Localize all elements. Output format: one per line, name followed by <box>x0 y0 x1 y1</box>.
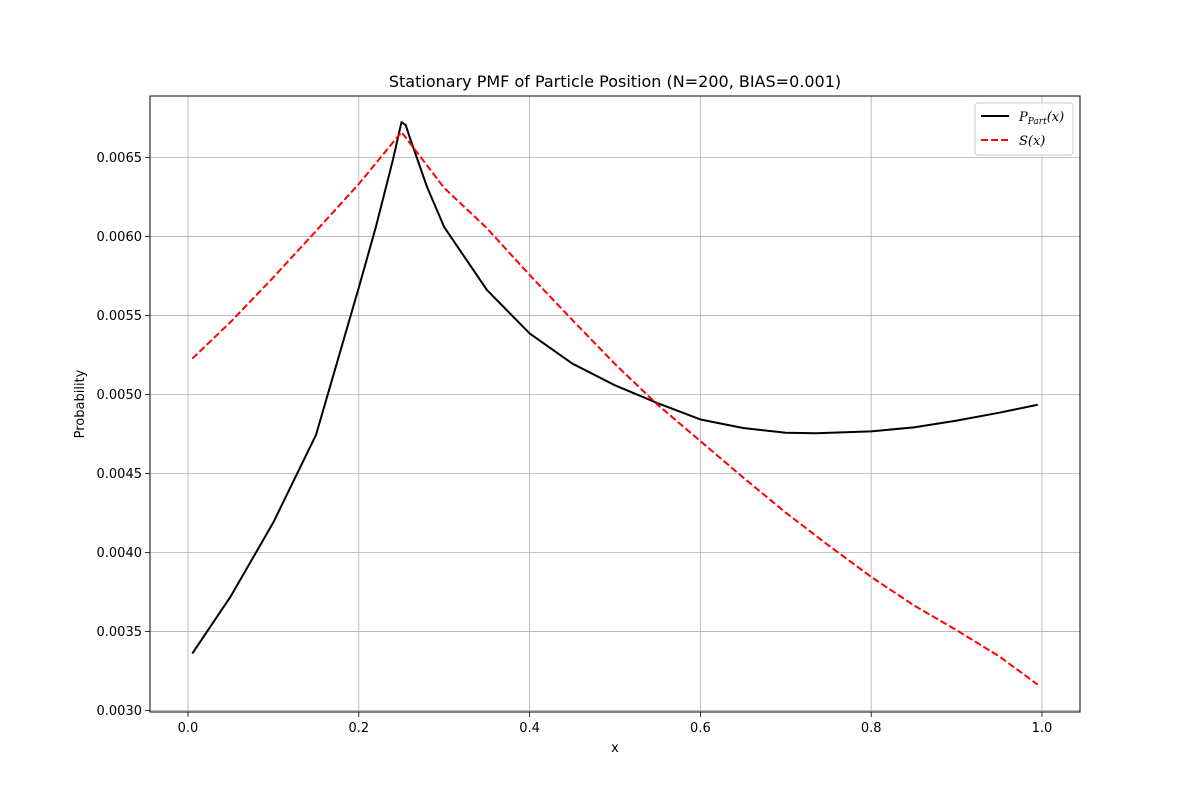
x-tick-label: 0.0 <box>178 721 199 736</box>
x-tick-label: 0.2 <box>348 721 369 736</box>
y-axis-label: Probability <box>73 369 88 438</box>
legend-label: PPart(x) <box>1018 110 1064 127</box>
plot-frame <box>149 95 1081 713</box>
y-tick-label: 0.0065 <box>97 151 143 166</box>
series-line-0 <box>191 121 1038 655</box>
legend: PPart(x) S(x) <box>974 102 1074 156</box>
x-tick-label: 0.6 <box>690 721 711 736</box>
y-tick-label: 0.0040 <box>97 546 143 561</box>
legend-label: S(x) <box>1019 134 1045 149</box>
y-tick-label: 0.0035 <box>97 625 143 640</box>
x-tick-label: 0.8 <box>861 721 882 736</box>
x-tick-label: 1.0 <box>1032 721 1053 736</box>
x-axis-label: x <box>611 741 619 756</box>
axis-ticks: 0.0 0.2 0.4 0.6 0.8 1.0 0.0030 0.0035 0.0040 0.00… <box>97 151 1053 736</box>
chart-title: Stationary PMF of Particle Position (N=2… <box>389 72 841 91</box>
y-tick-label: 0.0055 <box>97 309 143 324</box>
y-tick-label: 0.0050 <box>97 388 143 403</box>
series-line-1 <box>191 131 1039 686</box>
x-tick-label: 0.4 <box>519 721 540 736</box>
y-tick-label: 0.0045 <box>97 467 143 482</box>
y-tick-label: 0.0030 <box>97 704 143 719</box>
series-lines <box>191 121 1039 686</box>
grid-lines <box>150 96 1080 712</box>
y-tick-label: 0.0060 <box>97 230 143 245</box>
